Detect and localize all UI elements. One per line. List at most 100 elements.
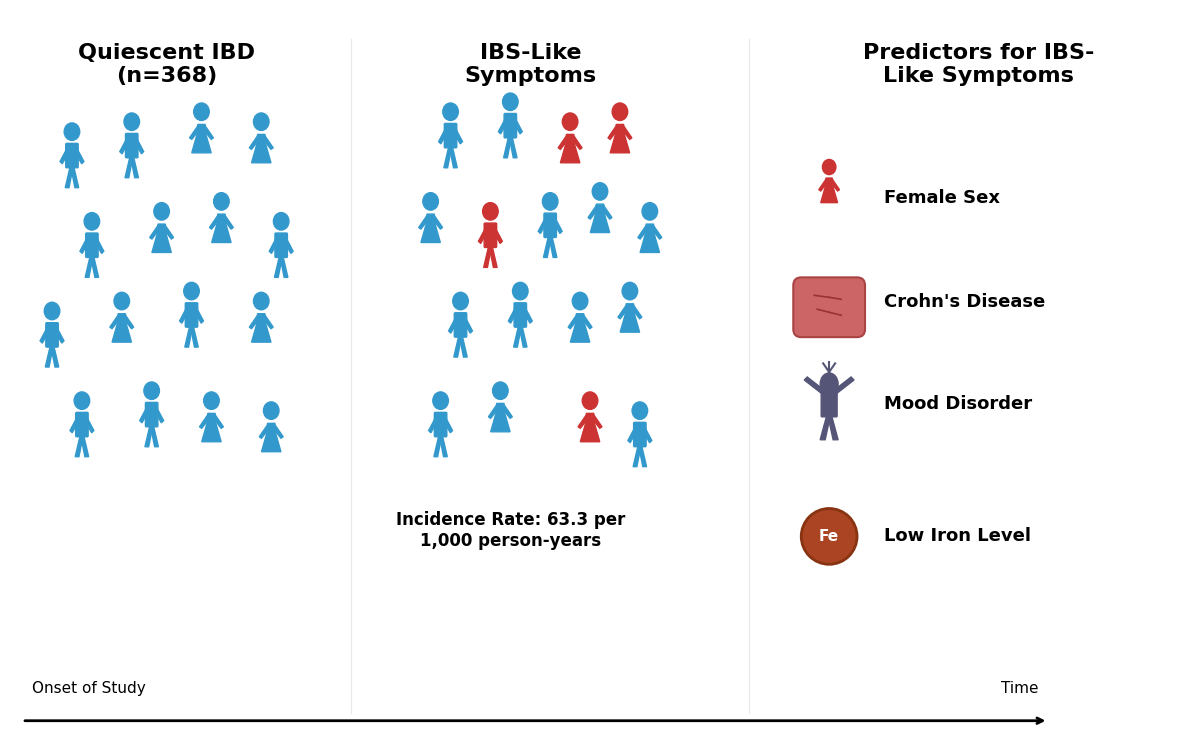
Polygon shape bbox=[40, 328, 49, 343]
Polygon shape bbox=[818, 179, 828, 191]
Polygon shape bbox=[191, 325, 198, 347]
FancyBboxPatch shape bbox=[46, 323, 59, 347]
Polygon shape bbox=[131, 156, 138, 177]
Polygon shape bbox=[820, 414, 830, 440]
Ellipse shape bbox=[114, 293, 130, 310]
Polygon shape bbox=[491, 403, 510, 432]
Ellipse shape bbox=[264, 402, 278, 420]
Polygon shape bbox=[550, 235, 557, 257]
Polygon shape bbox=[490, 245, 497, 268]
Polygon shape bbox=[155, 408, 163, 423]
Ellipse shape bbox=[822, 159, 836, 174]
Ellipse shape bbox=[492, 382, 508, 399]
Polygon shape bbox=[55, 328, 64, 343]
Polygon shape bbox=[163, 226, 174, 239]
Polygon shape bbox=[488, 405, 499, 418]
Polygon shape bbox=[821, 178, 838, 202]
Ellipse shape bbox=[74, 392, 90, 409]
FancyBboxPatch shape bbox=[484, 223, 497, 247]
Polygon shape bbox=[608, 126, 618, 139]
Polygon shape bbox=[590, 204, 610, 232]
FancyBboxPatch shape bbox=[66, 144, 78, 168]
Polygon shape bbox=[151, 424, 158, 447]
Ellipse shape bbox=[582, 392, 598, 409]
Ellipse shape bbox=[542, 193, 558, 210]
FancyBboxPatch shape bbox=[793, 277, 865, 337]
Polygon shape bbox=[125, 156, 132, 177]
Polygon shape bbox=[620, 304, 640, 332]
Polygon shape bbox=[145, 424, 152, 447]
Polygon shape bbox=[440, 435, 448, 456]
Polygon shape bbox=[571, 136, 582, 150]
Polygon shape bbox=[493, 229, 503, 244]
Ellipse shape bbox=[193, 103, 209, 120]
Polygon shape bbox=[432, 216, 443, 229]
Polygon shape bbox=[46, 344, 53, 367]
Polygon shape bbox=[828, 414, 838, 440]
Polygon shape bbox=[514, 119, 522, 134]
Polygon shape bbox=[479, 229, 487, 244]
Polygon shape bbox=[421, 214, 440, 242]
Polygon shape bbox=[180, 308, 188, 323]
Ellipse shape bbox=[433, 392, 449, 409]
FancyBboxPatch shape bbox=[145, 402, 158, 427]
Text: Onset of Study: Onset of Study bbox=[32, 681, 146, 696]
FancyBboxPatch shape bbox=[504, 114, 516, 138]
Polygon shape bbox=[830, 179, 840, 191]
Polygon shape bbox=[82, 435, 89, 456]
Polygon shape bbox=[192, 124, 211, 153]
Polygon shape bbox=[91, 255, 98, 277]
FancyBboxPatch shape bbox=[275, 233, 288, 257]
FancyBboxPatch shape bbox=[76, 412, 88, 437]
Polygon shape bbox=[203, 126, 214, 139]
Polygon shape bbox=[509, 308, 517, 323]
FancyBboxPatch shape bbox=[455, 313, 467, 337]
Polygon shape bbox=[199, 415, 210, 429]
Polygon shape bbox=[601, 205, 612, 219]
Polygon shape bbox=[223, 216, 233, 229]
Polygon shape bbox=[463, 318, 473, 333]
Text: Predictors for IBS-
Like Symptoms: Predictors for IBS- Like Symptoms bbox=[863, 43, 1094, 86]
Polygon shape bbox=[628, 428, 637, 443]
Polygon shape bbox=[250, 136, 259, 150]
Ellipse shape bbox=[820, 373, 838, 395]
Polygon shape bbox=[618, 305, 629, 319]
Polygon shape bbox=[60, 149, 68, 164]
Polygon shape bbox=[80, 238, 89, 253]
Polygon shape bbox=[202, 414, 221, 441]
Polygon shape bbox=[622, 126, 632, 139]
Polygon shape bbox=[553, 219, 562, 234]
Polygon shape bbox=[640, 224, 660, 253]
Polygon shape bbox=[70, 418, 79, 433]
Polygon shape bbox=[263, 315, 274, 329]
Polygon shape bbox=[460, 335, 467, 357]
Ellipse shape bbox=[144, 382, 160, 399]
Polygon shape bbox=[520, 325, 527, 347]
Polygon shape bbox=[502, 405, 512, 418]
Polygon shape bbox=[185, 325, 192, 347]
Ellipse shape bbox=[214, 193, 229, 210]
Polygon shape bbox=[634, 444, 641, 467]
FancyBboxPatch shape bbox=[514, 303, 527, 327]
Polygon shape bbox=[454, 129, 462, 144]
Polygon shape bbox=[212, 415, 223, 429]
Circle shape bbox=[802, 508, 857, 564]
Polygon shape bbox=[272, 425, 283, 438]
Ellipse shape bbox=[632, 402, 648, 420]
Polygon shape bbox=[85, 418, 94, 433]
Polygon shape bbox=[112, 314, 132, 342]
Polygon shape bbox=[592, 415, 602, 429]
Ellipse shape bbox=[274, 213, 289, 230]
Polygon shape bbox=[544, 235, 551, 257]
Polygon shape bbox=[638, 226, 648, 239]
Polygon shape bbox=[449, 318, 457, 333]
Polygon shape bbox=[833, 377, 854, 394]
Polygon shape bbox=[588, 205, 599, 219]
Polygon shape bbox=[454, 335, 461, 357]
FancyBboxPatch shape bbox=[634, 423, 646, 447]
Polygon shape bbox=[194, 308, 204, 323]
Polygon shape bbox=[139, 408, 149, 423]
Polygon shape bbox=[652, 226, 661, 239]
Polygon shape bbox=[52, 344, 59, 367]
Polygon shape bbox=[560, 135, 580, 162]
